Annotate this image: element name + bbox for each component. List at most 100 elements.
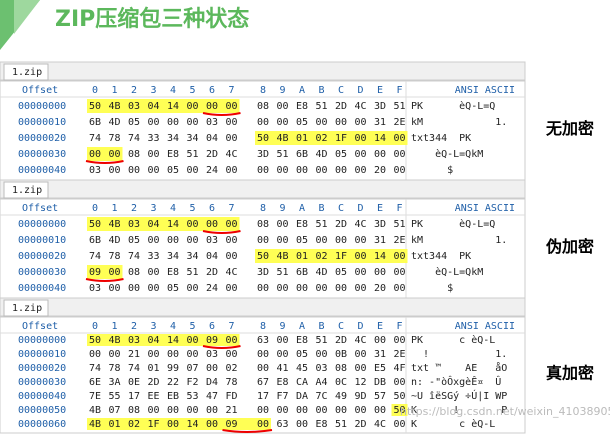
hex-byte: 2D [335, 101, 347, 112]
hex-byte: EB [167, 391, 179, 402]
column-header: B [318, 321, 324, 332]
hex-byte: 00 [186, 219, 198, 230]
ascii-text: K c èQ-L [411, 418, 495, 430]
hex-byte: 00 [225, 235, 237, 246]
hex-byte: 4C [354, 219, 366, 230]
hex-byte: FD [225, 391, 237, 402]
hex-byte: 74 [128, 251, 140, 262]
hex-byte: 00 [257, 405, 269, 416]
hex-byte: 4C [225, 267, 237, 278]
hex-byte: 14 [167, 335, 179, 346]
hex-byte: 05 [335, 267, 347, 278]
highlight [87, 99, 240, 113]
hex-byte: 4C [374, 419, 386, 430]
column-header: 5 [189, 85, 195, 96]
column-header: 6 [209, 321, 215, 332]
highlight [87, 147, 123, 161]
column-header: F [396, 321, 402, 332]
hex-byte: 6B [89, 117, 101, 128]
hex-byte: DB [374, 377, 386, 388]
hex-byte: 05 [335, 149, 347, 160]
hex-byte: 00 [147, 149, 159, 160]
hex-byte: 78 [225, 377, 237, 388]
hex-byte: 00 [147, 405, 159, 416]
ascii-text: ! 1. [411, 349, 507, 360]
hex-byte: 74 [89, 251, 101, 262]
offset: 00000000 [18, 335, 66, 346]
hex-byte: 03 [128, 335, 140, 346]
hex-byte: 78 [108, 363, 120, 374]
hex-byte: 34 [167, 133, 179, 144]
hex-byte: 78 [108, 133, 120, 144]
hex-byte: 00 [108, 267, 120, 278]
ascii-text: txt344 PK [411, 251, 471, 262]
highlight [87, 418, 271, 430]
hex-byte: 00 [315, 117, 327, 128]
offset: 00000050 [18, 405, 66, 416]
column-header: 2 [131, 321, 137, 332]
column-header: 9 [279, 203, 285, 214]
hex-byte: 51 [186, 267, 198, 278]
hex-byte: 00 [147, 117, 159, 128]
state-label: 伪加密 [545, 237, 594, 256]
hex-byte: 6E [89, 377, 101, 388]
column-header: 1 [111, 203, 117, 214]
hex-byte: 00 [354, 349, 366, 360]
hex-byte: 12 [354, 377, 366, 388]
offset: 00000020 [18, 251, 66, 262]
hex-byte: 4D [315, 267, 327, 278]
hex-byte: 00 [186, 335, 198, 346]
hex-byte: 4B [108, 219, 120, 230]
underline [222, 429, 273, 433]
column-header: 3 [150, 85, 156, 96]
column-header: D [357, 203, 363, 214]
hex-byte: 99 [167, 363, 179, 374]
ascii-text: $ [411, 165, 453, 176]
hex-byte: 00 [276, 117, 288, 128]
title: ZIP压缩包三种状态 [55, 6, 249, 32]
hex-byte: E8 [167, 149, 179, 160]
hex-byte: 07 [108, 405, 120, 416]
hex-byte: 00 [167, 349, 179, 360]
highlight [391, 404, 408, 416]
hex-byte: 4F [393, 363, 405, 374]
tab-bar [0, 179, 526, 199]
hex-byte: 00 [225, 251, 237, 262]
hex-byte: 00 [186, 283, 198, 294]
hex-byte: 45 [296, 363, 308, 374]
hex-byte: 0E [128, 377, 140, 388]
hex-byte: EE [147, 391, 159, 402]
hex-byte: 00 [354, 149, 366, 160]
hex-byte: 00 [167, 419, 179, 430]
hex-byte: 3A [108, 377, 120, 388]
hex-byte: 50 [393, 391, 405, 402]
hex-byte: 31 [374, 117, 386, 128]
hex-byte: 33 [147, 133, 159, 144]
offset: 00000060 [18, 419, 66, 430]
hex-byte: 4B [89, 405, 101, 416]
state-label: 真加密 [546, 364, 594, 383]
hex-byte: 63 [276, 419, 288, 430]
hex-byte: E8 [315, 419, 327, 430]
hex-byte: 00 [257, 283, 269, 294]
hex-byte: 41 [276, 363, 288, 374]
column-header: C [338, 85, 344, 96]
hex-byte: 51 [315, 101, 327, 112]
hex-byte: 00 [225, 283, 237, 294]
hex-byte: 4D [108, 117, 120, 128]
column-header: 8 [260, 203, 266, 214]
ascii-text: PK èQ-L=Q [411, 218, 495, 230]
hex-byte: 08 [128, 405, 140, 416]
hex-byte: E8 [296, 219, 308, 230]
hex-byte: 4B [89, 419, 101, 430]
highlight [255, 249, 408, 263]
hex-byte: 05 [167, 165, 179, 176]
hex-byte: 34 [186, 133, 198, 144]
highlight [255, 131, 408, 145]
hex-byte: 00 [354, 133, 366, 144]
highlight [87, 334, 240, 346]
hex-byte: 00 [315, 405, 327, 416]
hex-byte: 00 [276, 235, 288, 246]
hex-byte: 33 [147, 251, 159, 262]
watermark: https://blog.csdn.net/weixin_41038905 [400, 405, 610, 418]
